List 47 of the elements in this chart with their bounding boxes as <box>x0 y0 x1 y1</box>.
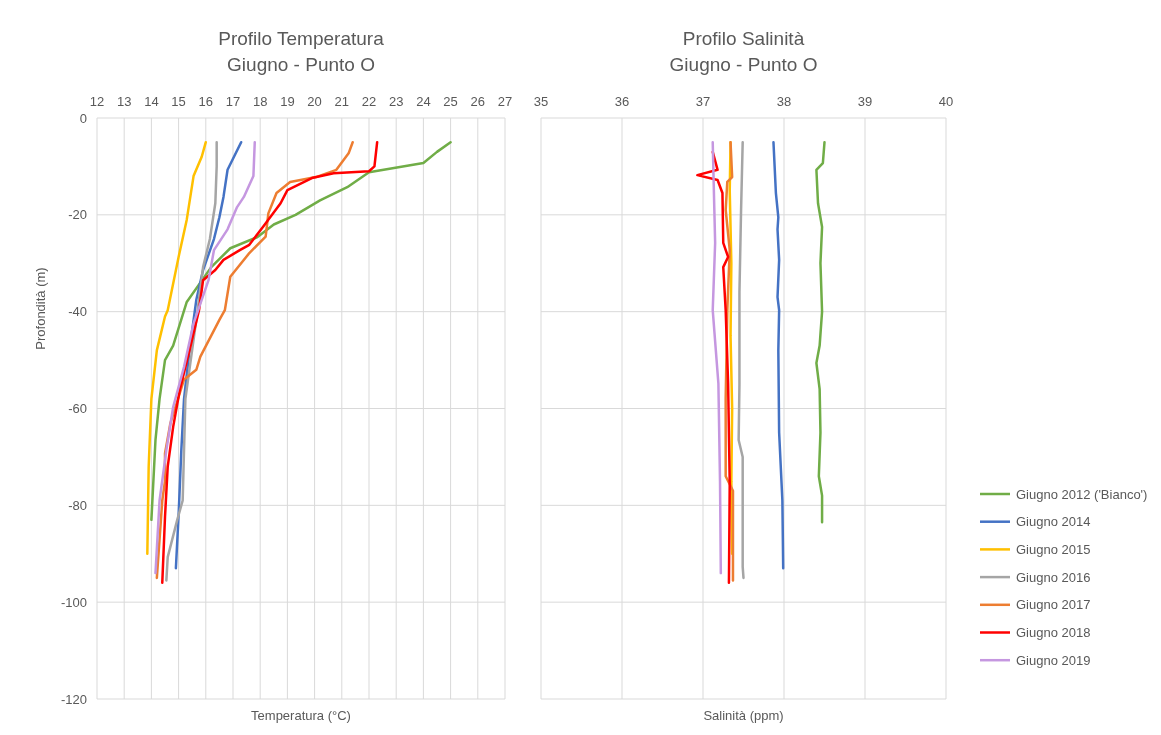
legend-label: Giugno 2016 <box>1016 569 1091 585</box>
y-axis-title: Profondità (m) <box>33 267 48 350</box>
chart-title: Profilo Salinità <box>682 28 805 49</box>
legend-label: Giugno 2019 <box>1016 652 1091 668</box>
chart-title: Profilo Temperatura <box>218 28 385 49</box>
x-tick-label: 27 <box>497 94 513 109</box>
x-tick-label: 26 <box>470 94 486 109</box>
chart-subtitle: Giugno - Punto O <box>227 54 375 75</box>
x-tick-label: 35 <box>533 94 549 109</box>
x-tick-label: 14 <box>144 94 159 109</box>
y-tick-label: -40 <box>68 304 87 320</box>
x-tick-label: 16 <box>198 94 214 109</box>
x-axis-title: Temperatura (°C) <box>251 708 351 723</box>
x-axis-title: Salinità (ppm) <box>703 708 784 723</box>
x-tick-label: 36 <box>614 94 630 109</box>
x-tick-label: 17 <box>225 94 241 109</box>
legend-label: Giugno 2015 <box>1016 541 1091 557</box>
legend-label: Giugno 2012 ('Bianco') <box>1016 486 1148 502</box>
x-tick-label: 19 <box>280 94 295 109</box>
y-tick-label: 0 <box>79 110 87 126</box>
chart-subtitle: Giugno - Punto O <box>669 54 818 75</box>
x-tick-label: 21 <box>334 94 350 109</box>
x-tick-label: 15 <box>171 94 186 109</box>
x-tick-label: 18 <box>252 94 268 109</box>
y-tick-label: -20 <box>68 207 87 223</box>
x-tick-label: 22 <box>361 94 377 109</box>
legend-label: Giugno 2014 <box>1016 514 1091 530</box>
y-tick-label: -120 <box>60 691 87 707</box>
x-tick-label: 20 <box>307 94 322 109</box>
legend-label: Giugno 2018 <box>1016 625 1091 640</box>
legend-label: Giugno 2017 <box>1016 597 1091 613</box>
line-series <box>150 140 452 522</box>
line-series <box>165 140 218 582</box>
x-tick-label: 38 <box>776 94 792 109</box>
x-tick-label: 23 <box>388 94 404 109</box>
x-tick-label: 39 <box>857 94 873 109</box>
x-tick-label: 24 <box>416 94 431 109</box>
y-tick-label: -60 <box>68 401 87 416</box>
x-tick-label: 12 <box>89 94 105 109</box>
x-tick-label: 40 <box>938 94 954 109</box>
x-tick-label: 37 <box>695 94 711 109</box>
line-series <box>146 140 208 555</box>
line-series <box>154 140 257 575</box>
y-tick-label: -80 <box>68 497 87 513</box>
x-tick-label: 25 <box>443 94 458 109</box>
y-tick-label: -100 <box>60 594 87 610</box>
x-tick-label: 13 <box>116 94 132 109</box>
